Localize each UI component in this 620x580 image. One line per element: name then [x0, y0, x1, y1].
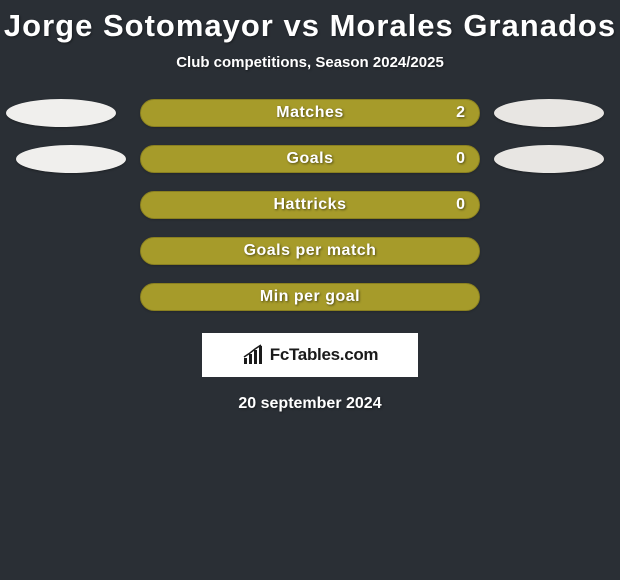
stat-bar: Goals per match — [140, 237, 480, 265]
stat-label: Hattricks — [274, 196, 347, 214]
logo-box: FcTables.com — [202, 333, 418, 377]
stat-label: Matches — [276, 104, 344, 122]
stat-row: Min per goal — [0, 283, 620, 311]
ellipse-left — [6, 99, 116, 127]
page-title: Jorge Sotomayor vs Morales Granados — [4, 8, 616, 44]
ellipse-right — [494, 145, 604, 173]
stat-label: Min per goal — [260, 288, 360, 306]
stat-row: Hattricks 0 — [0, 191, 620, 219]
stat-rows: Matches 2 Goals 0 Hattricks 0 Goals per match M… — [0, 99, 620, 311]
stat-bar: Goals 0 — [140, 145, 480, 173]
stat-value: 0 — [456, 196, 465, 214]
stat-bar: Hattricks 0 — [140, 191, 480, 219]
stat-row: Matches 2 — [0, 99, 620, 127]
stat-bar: Min per goal — [140, 283, 480, 311]
logo-text: FcTables.com — [270, 345, 379, 365]
ellipse-left — [16, 145, 126, 173]
stat-label: Goals — [287, 150, 334, 168]
stat-value: 0 — [456, 150, 465, 168]
stat-row: Goals per match — [0, 237, 620, 265]
ellipse-right — [494, 99, 604, 127]
date-text: 20 september 2024 — [238, 395, 381, 413]
stat-bar: Matches 2 — [140, 99, 480, 127]
stat-value: 2 — [456, 104, 465, 122]
stat-row: Goals 0 — [0, 145, 620, 173]
stat-label: Goals per match — [244, 242, 377, 260]
stats-container: Jorge Sotomayor vs Morales Granados Club… — [0, 0, 620, 413]
logo-inner: FcTables.com — [242, 344, 379, 366]
chart-icon — [242, 344, 264, 366]
page-subtitle: Club competitions, Season 2024/2025 — [176, 54, 444, 71]
